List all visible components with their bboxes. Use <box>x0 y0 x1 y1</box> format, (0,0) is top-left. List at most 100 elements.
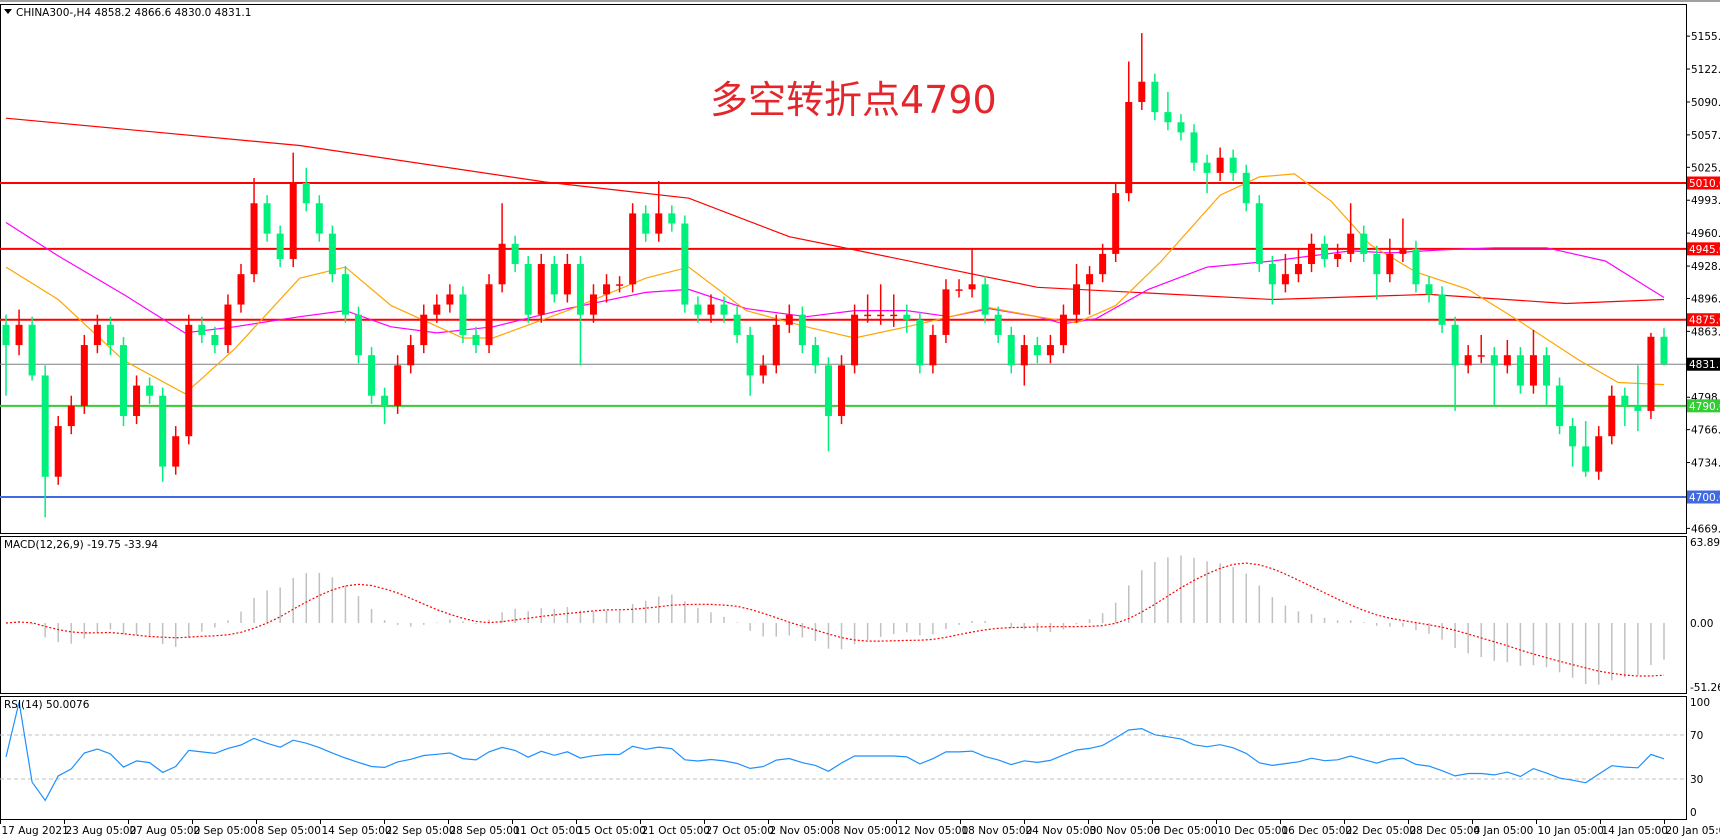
candle-body <box>1334 253 1342 259</box>
candle <box>1569 417 1577 467</box>
candle-body <box>263 203 271 234</box>
candle-body <box>67 405 75 427</box>
candle-body <box>589 294 597 315</box>
candle <box>41 365 49 518</box>
candle-body <box>1412 248 1420 285</box>
time-tick-label: 14 Sep 05:00 <box>322 825 392 837</box>
macd-label: MACD(12,26,9) -19.75 -33.94 <box>4 539 158 551</box>
candle <box>1216 147 1224 181</box>
candle <box>1360 225 1368 263</box>
candle <box>1451 316 1459 411</box>
candle-body <box>146 385 154 396</box>
candle <box>1059 304 1067 354</box>
candle-body <box>368 355 376 396</box>
candle <box>1281 253 1289 293</box>
candle <box>328 225 336 283</box>
candle <box>968 248 976 298</box>
candle-body <box>916 319 924 366</box>
candle <box>550 255 558 303</box>
candle <box>1582 421 1590 477</box>
candle-body <box>1125 101 1133 194</box>
candle <box>694 296 702 323</box>
candle-body <box>1308 243 1316 265</box>
candle <box>1608 385 1616 445</box>
macd-tick-label: -51.26 <box>1690 682 1720 694</box>
rsi-pane: 100 70 30 0 <box>0 697 1710 819</box>
candle-body <box>472 334 480 346</box>
candle <box>80 334 88 414</box>
candle-body <box>15 324 23 346</box>
candle-body <box>1112 193 1120 254</box>
candle-body <box>824 365 832 416</box>
candle <box>1007 326 1015 374</box>
candle <box>733 306 741 344</box>
time-tick-label: 8 Sep 05:00 <box>258 825 321 837</box>
candle <box>759 355 767 384</box>
candle <box>198 316 206 344</box>
candle <box>1229 149 1237 181</box>
candle-body <box>1086 274 1094 285</box>
candle <box>890 294 898 327</box>
candle <box>185 314 193 445</box>
candle-body <box>106 324 114 346</box>
candle <box>1660 328 1668 366</box>
time-tick-label: 20 Jan 05:00 <box>1666 825 1720 837</box>
candle <box>1164 91 1172 131</box>
candle-body <box>1268 264 1276 285</box>
candle-body <box>655 213 663 234</box>
time-tick-label: 8 Nov 05:00 <box>834 825 898 837</box>
time-tick-label: 15 Oct 05:00 <box>578 825 646 837</box>
price-tag <box>1687 357 1720 371</box>
candle-body <box>903 314 911 320</box>
candle <box>707 294 715 323</box>
time-tick-label: 14 Jan 05:00 <box>1602 825 1668 837</box>
candle-body <box>1386 253 1394 275</box>
candle-body <box>28 324 36 376</box>
candle-body <box>1099 253 1107 275</box>
candle-body <box>537 264 545 315</box>
candle-body <box>354 314 362 356</box>
candle-body <box>459 294 467 335</box>
time-tick-label: 16 Dec 05:00 <box>1282 825 1353 837</box>
candle-body <box>1046 345 1054 356</box>
candle <box>903 304 911 333</box>
candle <box>420 304 428 354</box>
candle-body <box>224 304 232 346</box>
candle-body <box>433 304 441 315</box>
candle-body <box>511 243 519 265</box>
candle <box>1425 276 1433 303</box>
rsi-tick-label: 0 <box>1690 807 1697 819</box>
candle-body <box>446 294 454 305</box>
candle <box>472 326 480 354</box>
candle <box>1399 218 1407 263</box>
dropdown-triangle-icon[interactable] <box>4 9 12 14</box>
candle-body <box>394 365 402 406</box>
candle <box>981 276 989 323</box>
price-tag <box>1687 490 1720 504</box>
time-tick-label: 6 Dec 05:00 <box>1154 825 1218 837</box>
price-tick-label: 4863.5 <box>1691 326 1720 338</box>
candle <box>459 286 467 344</box>
annotation-text: 多空转折点4790 <box>710 78 997 122</box>
price-axis: 5155.0 5122.5 5090.0 5057.5 5025.5 4993.0 4960… <box>1686 31 1720 535</box>
candle-body <box>563 264 571 295</box>
candle-body <box>550 264 558 295</box>
candle-body <box>681 223 689 305</box>
candle-body <box>942 289 950 335</box>
macd-pane: 63.89 0.00 -51.26 <box>5 537 1720 694</box>
candle <box>668 205 676 232</box>
candle <box>1386 238 1394 283</box>
candle <box>172 426 180 475</box>
candle <box>498 203 506 293</box>
candle-body <box>1634 405 1642 411</box>
candle <box>1294 248 1302 283</box>
candle <box>67 395 75 435</box>
candle <box>589 284 597 323</box>
candle <box>811 336 819 374</box>
pane-border <box>0 696 1687 820</box>
candle <box>1099 243 1107 283</box>
candle-body <box>1529 355 1537 386</box>
candle <box>929 324 937 374</box>
candle <box>655 180 663 242</box>
